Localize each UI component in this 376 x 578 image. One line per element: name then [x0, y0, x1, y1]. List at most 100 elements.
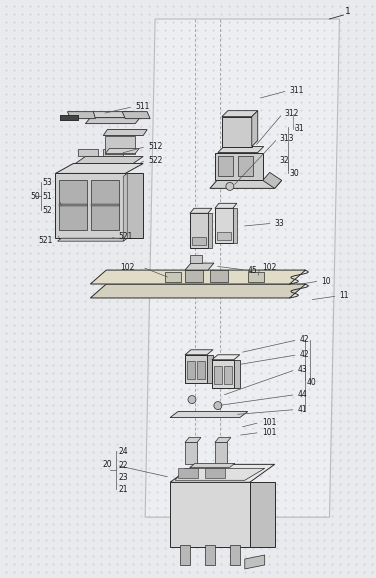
Text: 22: 22: [118, 461, 128, 470]
Bar: [185, 270, 203, 282]
Text: 521: 521: [39, 236, 53, 244]
Bar: [205, 545, 215, 565]
Bar: [230, 545, 240, 565]
Bar: [61, 114, 79, 120]
Text: 23: 23: [118, 473, 128, 482]
Text: 521: 521: [118, 232, 133, 240]
Polygon shape: [263, 172, 282, 188]
Text: 311: 311: [290, 86, 304, 95]
Bar: [187, 361, 195, 379]
Polygon shape: [67, 112, 96, 118]
Text: 41: 41: [297, 405, 307, 414]
Bar: [215, 442, 227, 464]
Text: 101: 101: [262, 418, 276, 427]
Polygon shape: [215, 208, 233, 243]
Circle shape: [188, 395, 196, 403]
Text: 1: 1: [346, 6, 351, 16]
Text: 40: 40: [306, 378, 316, 387]
Bar: [185, 442, 197, 464]
Polygon shape: [215, 203, 237, 208]
Polygon shape: [185, 438, 201, 442]
Polygon shape: [222, 110, 258, 117]
Polygon shape: [170, 482, 250, 547]
Polygon shape: [218, 147, 264, 153]
Polygon shape: [190, 208, 212, 213]
Bar: [165, 272, 181, 282]
Bar: [180, 545, 190, 565]
Bar: [214, 366, 222, 384]
Polygon shape: [175, 468, 265, 480]
Text: 32: 32: [280, 156, 289, 165]
Polygon shape: [215, 438, 231, 442]
Text: 53: 53: [42, 178, 52, 187]
Bar: [59, 180, 87, 230]
Bar: [192, 237, 206, 245]
Bar: [205, 468, 225, 479]
Polygon shape: [190, 464, 235, 468]
Bar: [105, 136, 135, 154]
Text: 21: 21: [118, 485, 128, 494]
Text: 102: 102: [262, 262, 276, 272]
Bar: [210, 270, 228, 282]
Text: 11: 11: [340, 291, 349, 301]
Text: 20: 20: [102, 460, 112, 469]
Text: 45: 45: [248, 265, 258, 275]
Text: 50: 50: [30, 192, 40, 201]
Text: 30: 30: [290, 169, 299, 178]
Polygon shape: [212, 355, 240, 360]
Polygon shape: [58, 238, 127, 241]
Polygon shape: [233, 208, 237, 243]
Polygon shape: [190, 213, 208, 248]
Polygon shape: [234, 360, 240, 388]
Bar: [91, 180, 119, 230]
Text: 101: 101: [262, 428, 276, 437]
Text: 42: 42: [300, 350, 309, 360]
Text: 102: 102: [120, 262, 135, 272]
Polygon shape: [170, 464, 275, 482]
Polygon shape: [85, 118, 140, 124]
Polygon shape: [207, 355, 213, 383]
Polygon shape: [103, 129, 147, 136]
Polygon shape: [185, 350, 213, 355]
Bar: [197, 361, 205, 379]
Circle shape: [214, 402, 222, 410]
Text: 313: 313: [280, 134, 294, 143]
Polygon shape: [90, 270, 306, 284]
Text: 312: 312: [285, 109, 299, 118]
Polygon shape: [90, 284, 306, 298]
Text: 24: 24: [118, 447, 128, 456]
Text: 33: 33: [275, 218, 284, 228]
Bar: [178, 468, 198, 479]
Circle shape: [226, 183, 234, 190]
Bar: [217, 232, 231, 240]
Bar: [103, 149, 123, 157]
Polygon shape: [210, 180, 282, 188]
Bar: [238, 157, 253, 176]
Text: 44: 44: [297, 390, 307, 399]
Polygon shape: [123, 173, 127, 241]
Bar: [222, 117, 252, 147]
Polygon shape: [122, 112, 150, 118]
Text: 43: 43: [297, 365, 307, 374]
Polygon shape: [76, 157, 143, 164]
Text: 511: 511: [135, 102, 150, 111]
Bar: [190, 255, 202, 263]
Text: 42: 42: [300, 335, 309, 344]
Polygon shape: [185, 263, 214, 270]
Bar: [59, 204, 87, 206]
Bar: [79, 149, 99, 157]
Bar: [91, 204, 119, 206]
Bar: [215, 153, 263, 180]
Polygon shape: [252, 110, 258, 147]
Bar: [218, 157, 233, 176]
Text: 52: 52: [42, 206, 52, 215]
Polygon shape: [61, 114, 79, 120]
Polygon shape: [56, 164, 143, 173]
Polygon shape: [56, 173, 125, 238]
Polygon shape: [170, 412, 248, 417]
Text: 512: 512: [148, 142, 162, 151]
Bar: [248, 272, 264, 282]
Polygon shape: [212, 360, 234, 388]
Polygon shape: [250, 482, 275, 547]
Text: 51: 51: [42, 192, 52, 201]
